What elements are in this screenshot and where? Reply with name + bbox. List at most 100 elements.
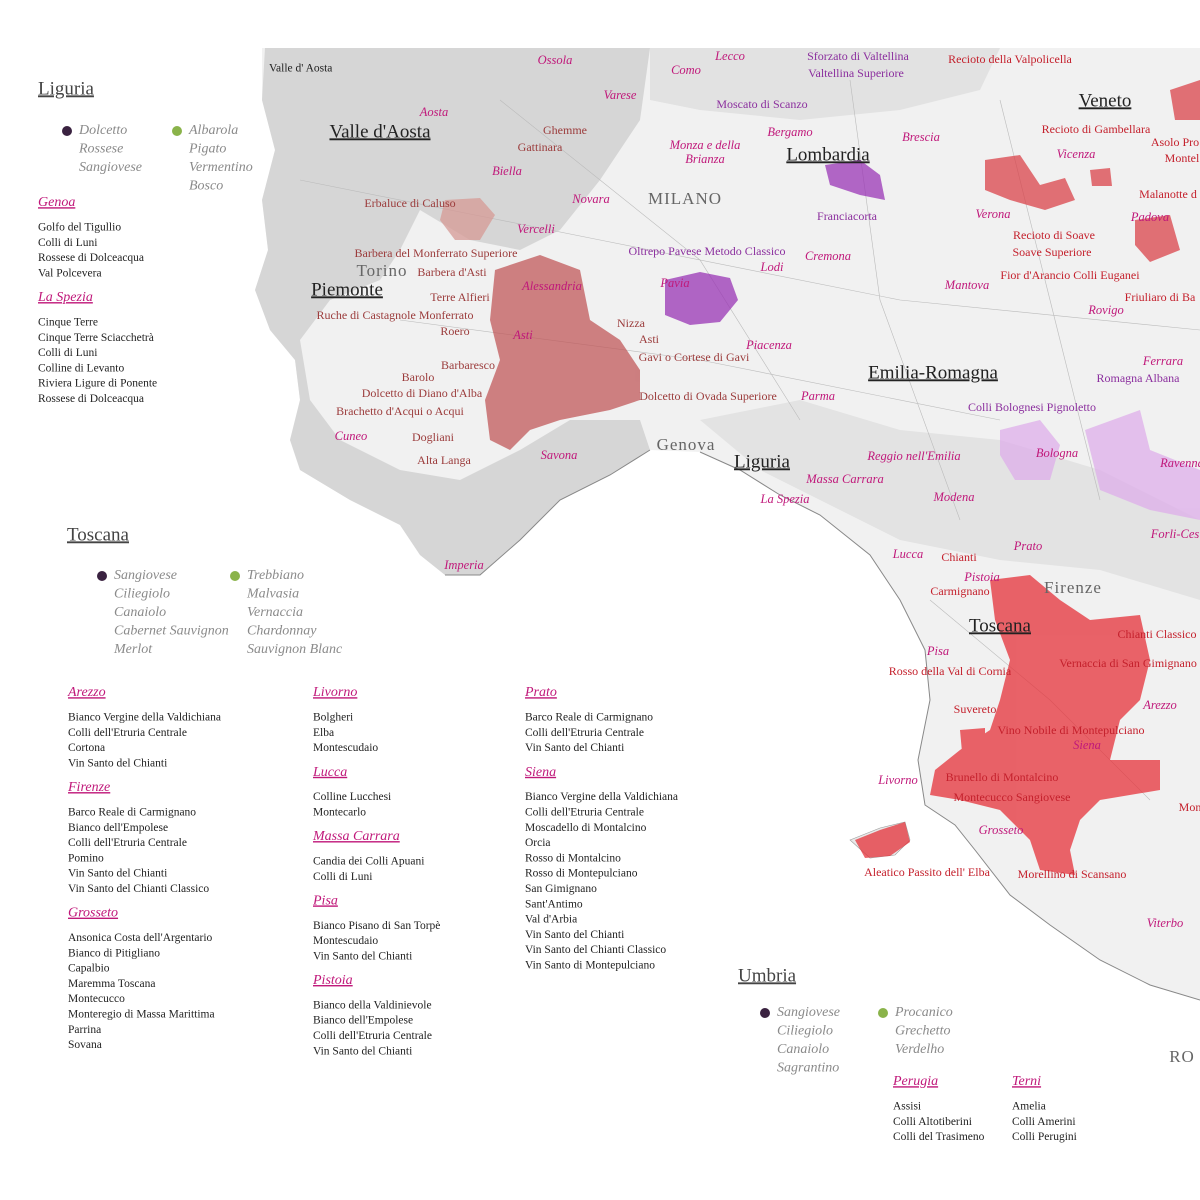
wine-area-label: Dolcetto di Ovada Superiore xyxy=(639,389,777,403)
wine-name: Rossese di Dolceacqua xyxy=(38,252,144,264)
province-label: Livorno xyxy=(877,773,918,787)
labels: Valle d' Aosta Valle d'Aosta Piemonte Lomba… xyxy=(37,49,1200,1143)
province-label: Forli-Ces xyxy=(1150,527,1200,541)
region-name: Valle d'Aosta xyxy=(329,121,431,142)
wine-name: Montecarlo xyxy=(313,807,366,819)
region-name: Toscana xyxy=(969,615,1032,636)
white-grape-icon xyxy=(230,571,240,581)
wine-area-label: Montecucco Sangiovese xyxy=(954,790,1071,804)
map-caption: Valle d' Aosta xyxy=(269,63,332,75)
wine-area-label: Chianti xyxy=(941,550,977,564)
province-label: Cremona xyxy=(805,249,851,263)
province-label: Asti xyxy=(512,328,533,342)
wine-area-label: Romagna Albana xyxy=(1097,371,1181,385)
wine-name: Bianco dell'Empolese xyxy=(313,1015,413,1027)
wine-name: Elba xyxy=(313,727,334,739)
wine-area-label: Fior d'Arancio Colli Euganei xyxy=(1000,268,1140,282)
province-label: Verona xyxy=(976,207,1011,221)
wine-name: Candia dei Colli Apuani xyxy=(313,856,424,868)
wine-name: Colli dell'Etruria Centrale xyxy=(68,727,187,739)
wine-name: Capalbio xyxy=(68,963,110,975)
province-label: Rovigo xyxy=(1087,303,1123,317)
province-label: Pistoia xyxy=(963,570,999,584)
wine-name: Vin Santo del Chianti Classico xyxy=(525,944,666,956)
province-heading: Firenze xyxy=(67,780,110,795)
wine-name: Colline di Levanto xyxy=(38,362,124,374)
wine-name: Bolgheri xyxy=(313,712,353,724)
wine-name: Vin Santo del Chianti xyxy=(68,758,167,770)
province-label: Mantova xyxy=(944,278,989,292)
region-name: Lombardia xyxy=(786,144,870,165)
wine-name: Moscadello di Montalcino xyxy=(525,822,647,834)
grape-name: Sauvignon Blanc xyxy=(247,642,343,657)
wine-name: Rosso di Montepulciano xyxy=(525,868,638,880)
wine-name: Val d'Arbia xyxy=(525,914,577,926)
wine-name: Montescudaio xyxy=(313,935,378,947)
grape-name: Ciliegiolo xyxy=(777,1024,833,1039)
city-name: MILANO xyxy=(648,189,722,208)
wine-area-label: Mon xyxy=(1179,800,1200,814)
red-grape-icon xyxy=(62,126,72,136)
province-label: Varese xyxy=(604,88,637,102)
wine-name: Bianco Vergine della Valdichiana xyxy=(68,712,221,724)
wine-area-label: Ruche di Castagnole Monferrato xyxy=(317,308,474,322)
wine-area-label: Chianti Classico xyxy=(1118,627,1197,641)
wine-area-label: Dogliani xyxy=(412,430,455,444)
province-label: Como xyxy=(671,63,701,77)
city-name: Torino xyxy=(356,261,407,280)
province-label: Pisa xyxy=(926,644,949,658)
wine-area-label: Valtellina Superiore xyxy=(808,66,904,80)
wine-zones xyxy=(440,80,1200,875)
grape-name: Grechetto xyxy=(895,1024,950,1039)
wine-name: Maremma Toscana xyxy=(68,978,155,990)
wine-area-label: Rosso della Val di Cornia xyxy=(889,664,1012,678)
province-heading: Terni xyxy=(1012,1074,1041,1089)
province-label: Bergamo xyxy=(767,125,812,139)
wine-name: Bianco Pisano di San Torpè xyxy=(313,920,440,932)
wine-name: Cortona xyxy=(68,742,105,754)
wine-name: Montescudaio xyxy=(313,742,378,754)
grape-name: Ciliegiolo xyxy=(114,587,170,602)
red-grape-icon xyxy=(760,1008,770,1018)
province-heading: Siena xyxy=(525,765,556,780)
province-label: Lucca xyxy=(892,547,924,561)
wine-name: Colli dell'Etruria Centrale xyxy=(313,1030,432,1042)
province-label: Vercelli xyxy=(517,222,555,236)
region-title: Toscana xyxy=(67,524,130,545)
province-heading: Massa Carrara xyxy=(312,829,400,844)
city-name: Genova xyxy=(657,435,716,454)
province-label: Prato xyxy=(1013,539,1042,553)
wine-area-label: Suvereto xyxy=(954,702,997,716)
piemonte-zone xyxy=(485,255,640,450)
wine-area-label: Barbera del Monferrato Superiore xyxy=(355,246,518,260)
romagna-zone xyxy=(1000,410,1200,520)
wine-name: Barco Reale di Carmignano xyxy=(525,712,653,724)
province-label: Savona xyxy=(541,448,578,462)
grape-name: Bosco xyxy=(189,179,223,194)
toscana-zone xyxy=(930,575,1160,875)
province-label: Monza e della xyxy=(669,138,741,152)
province-heading: Prato xyxy=(524,685,557,700)
wine-area-label: Erbaluce di Caluso xyxy=(364,196,455,210)
wine-name: Bianco Vergine della Valdichiana xyxy=(525,791,678,803)
oltrepo-zone xyxy=(665,272,738,325)
suvereto-zone xyxy=(960,728,985,752)
wine-name: Vin Santo del Chianti xyxy=(68,868,167,880)
appennine-relief xyxy=(700,400,1200,600)
province-heading: Pistoia xyxy=(312,973,353,988)
wine-name: Vin Santo del Chianti xyxy=(313,950,412,962)
wine-name: Colli di Luni xyxy=(313,871,372,883)
wine-name: Vin Santo del Chianti xyxy=(313,1045,412,1057)
wine-area-label: Sforzato di Valtellina xyxy=(807,49,909,63)
province-label: Brianza xyxy=(685,152,725,166)
wine-name: Pomino xyxy=(68,852,104,864)
coastline xyxy=(445,449,1200,1001)
wine-area-label: Gavi o Cortese di Gavi xyxy=(639,350,750,364)
wine-area-label: Barbaresco xyxy=(441,358,495,372)
province-heading: Arezzo xyxy=(67,685,106,700)
province-label: Padova xyxy=(1130,210,1169,224)
wine-area-label: Malanotte d xyxy=(1139,187,1197,201)
wine-name: Vin Santo del Chianti xyxy=(525,929,624,941)
wine-name: Vin Santo del Chianti xyxy=(525,742,624,754)
province-label: Parma xyxy=(800,389,835,403)
